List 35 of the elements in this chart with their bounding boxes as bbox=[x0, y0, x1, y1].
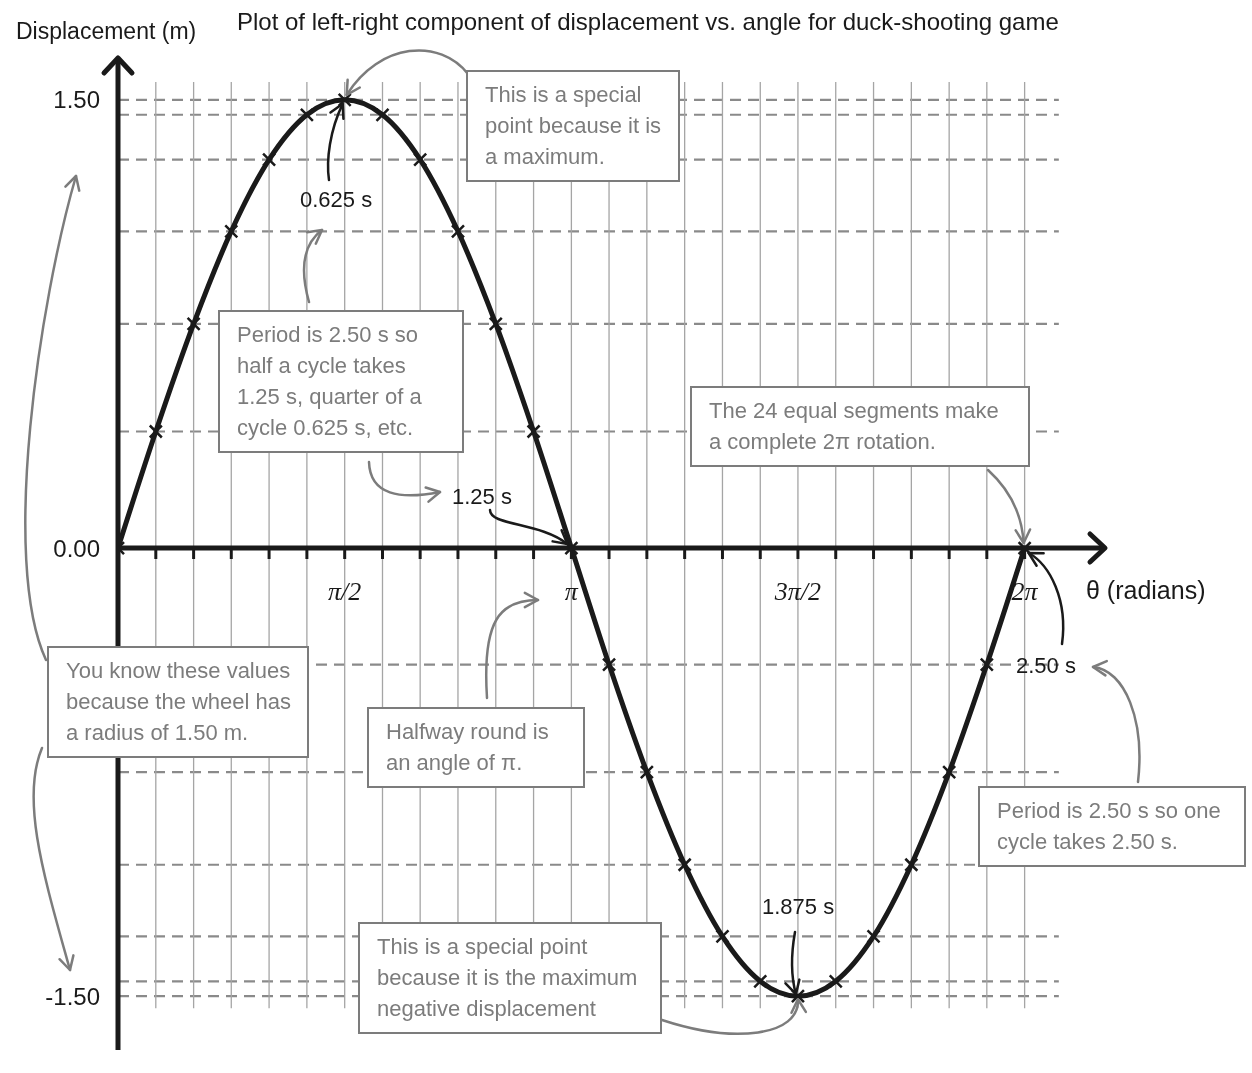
point bbox=[715, 929, 730, 944]
y-tick-label: -1.50 bbox=[45, 982, 100, 1010]
annotation: 0.625 s bbox=[300, 186, 373, 214]
x-tick-label: 2π bbox=[1011, 577, 1039, 607]
point bbox=[941, 764, 957, 780]
point bbox=[375, 107, 390, 123]
point bbox=[828, 974, 843, 989]
point bbox=[261, 152, 277, 167]
point bbox=[186, 316, 201, 332]
y-tick-label: 1.50 bbox=[53, 86, 100, 114]
x-tick-label: π/2 bbox=[328, 577, 362, 607]
point bbox=[488, 316, 504, 332]
point bbox=[337, 92, 352, 108]
x-tick-label: 3π/2 bbox=[773, 577, 822, 607]
point bbox=[224, 224, 239, 239]
point bbox=[526, 424, 541, 439]
x-axis-title: θ (radians) bbox=[1086, 576, 1206, 605]
x-tick-label: π bbox=[564, 577, 579, 607]
point bbox=[601, 657, 617, 672]
point bbox=[753, 974, 768, 989]
point bbox=[639, 764, 655, 780]
point bbox=[299, 107, 315, 123]
point bbox=[904, 857, 919, 872]
point bbox=[412, 152, 428, 167]
point bbox=[866, 929, 881, 944]
annotation: 1.875 s bbox=[762, 893, 835, 921]
point bbox=[677, 857, 692, 872]
point bbox=[450, 224, 466, 239]
point bbox=[979, 657, 995, 672]
y-axis-title: Displacement (m) bbox=[16, 18, 197, 45]
y-tick-label: 0.00 bbox=[53, 534, 100, 562]
point bbox=[148, 424, 164, 439]
annotation: 2.50 s bbox=[1016, 652, 1076, 680]
chart-title: Plot of left-right component of displacement vs. angle for duck-shooting game bbox=[237, 8, 1059, 36]
annotation: 1.25 s bbox=[452, 483, 512, 511]
